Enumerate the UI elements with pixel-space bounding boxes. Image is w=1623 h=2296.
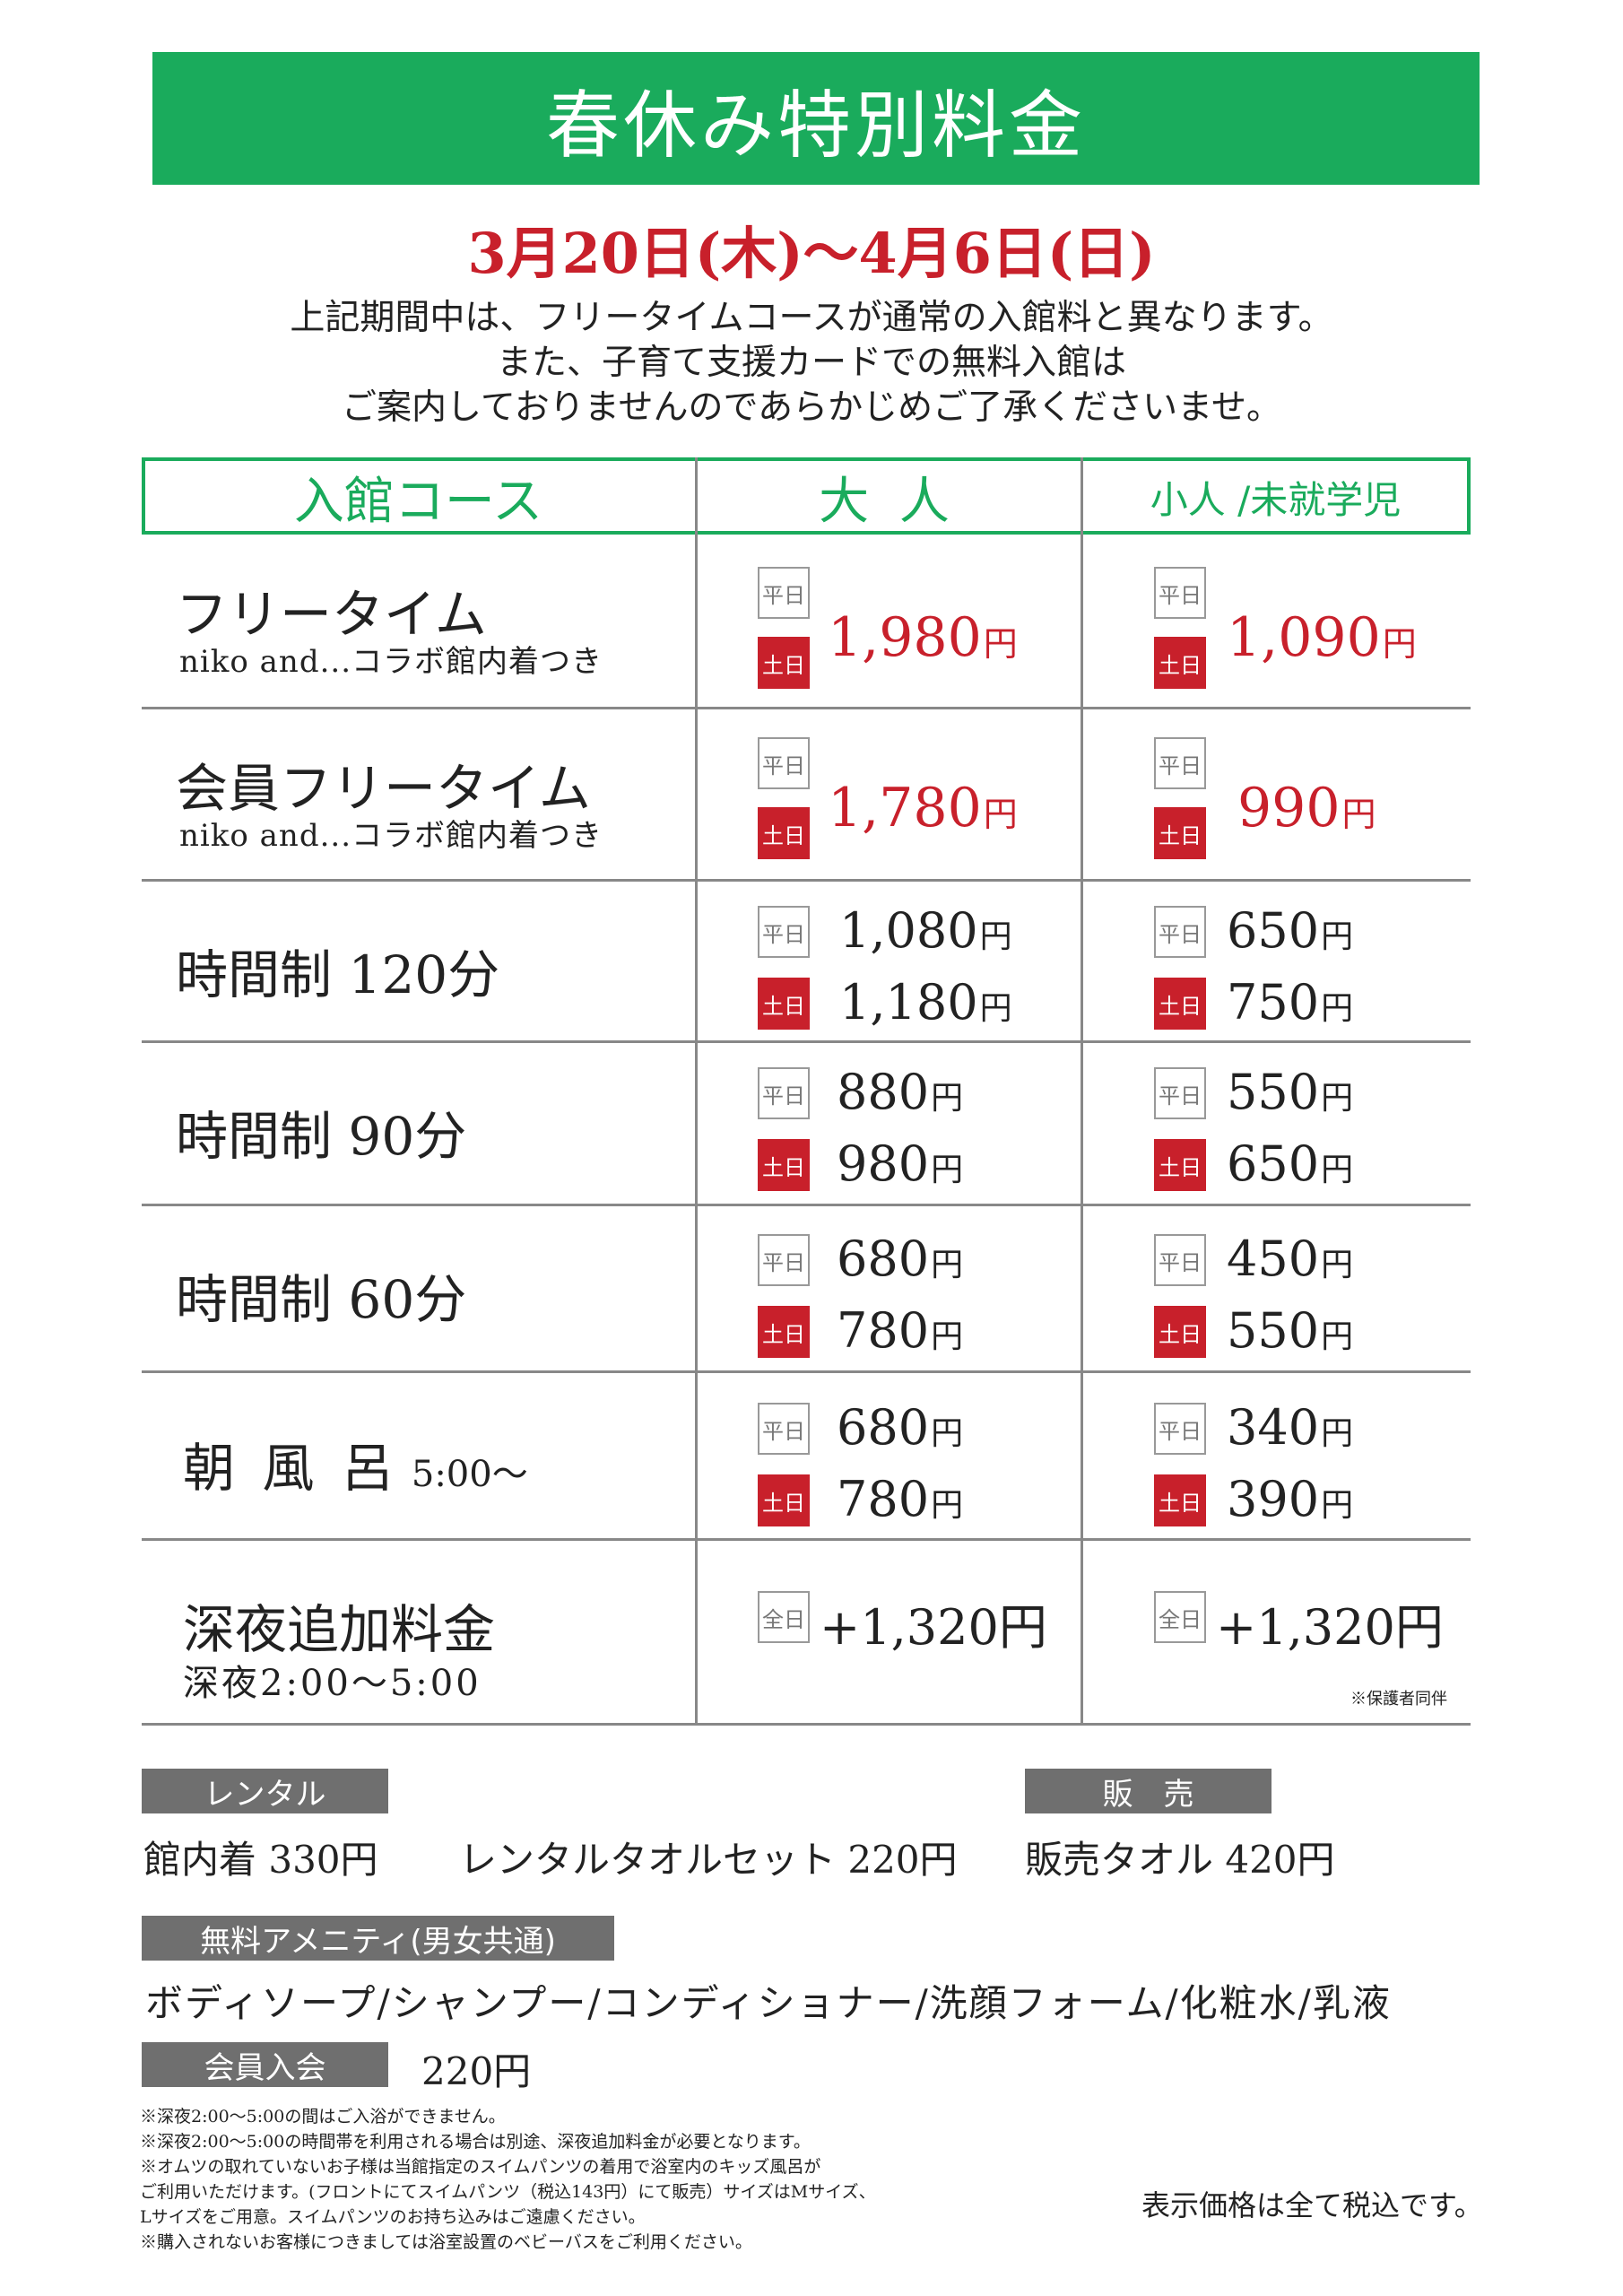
weekend-tag: 土日 [1154,1306,1206,1358]
child-weekday-price: 450円 [1227,1231,1354,1287]
weekend-tag: 土日 [758,637,810,689]
adult-price: 1,780円 [828,777,1018,839]
membership-label: 会員入会 [142,2042,388,2087]
weekday-tag: 平日 [758,737,810,789]
amenity-label: 無料アメニティ(男女共通) [142,1916,614,1961]
weekend-tag: 土日 [758,1139,810,1191]
header-course: 入館コース [293,472,543,531]
weekend-tag: 土日 [1154,807,1206,859]
adult-weekend-price: 1,180円 [839,974,1012,1031]
weekend-tag: 土日 [1154,1474,1206,1526]
all-days-tag: 全日 [1154,1591,1206,1643]
weekday-tag: 平日 [758,1067,810,1119]
footnote: ※購入されないお客様につきましては浴室設置のベビーバスをご利用ください。 [140,2232,752,2252]
course-name: 会員フリータイム [176,758,591,819]
weekend-tag: 土日 [758,807,810,859]
weekday-tag: 平日 [758,1403,810,1455]
child-weekend-price: 390円 [1227,1471,1354,1527]
course-name: 時間制 120分 [176,944,500,1005]
intro-line-3: ご案内しておりませんのであらかじめご了承くださいませ。 [342,387,1281,428]
footnote: ※オムツの取れていないお子様は当館指定のスイムパンツの着用で浴室内のキッズ風呂が [140,2157,821,2177]
weekday-tag: 平日 [758,567,810,619]
footnote: ※深夜2:00～5:00の間はご入浴ができません。 [140,2107,506,2126]
child-weekend-price: 550円 [1227,1302,1354,1359]
course-name: 深夜追加料金 [183,1599,496,1660]
weekday-tag: 平日 [1154,737,1206,789]
weekend-tag: 土日 [758,1306,810,1358]
weekday-tag: 平日 [1154,1403,1206,1455]
course-name: 時間制 90分 [176,1106,467,1167]
course-name: フリータイム [176,584,487,645]
weekday-tag: 平日 [1154,567,1206,619]
course-name: 時間制 60分 [176,1269,467,1330]
sales-item-towel: 販売タオル 420円 [1025,1838,1335,1882]
adult-weekend-price: 780円 [837,1471,964,1527]
row-divider [142,879,1471,882]
child-weekend-price: 750円 [1227,974,1354,1031]
adult-late-night-fee: +1,320円 [820,1599,1047,1656]
header-adult: 大 人 [819,472,957,531]
adult-price: 1,980円 [828,606,1018,669]
weekend-tag: 土日 [758,1474,810,1526]
weekend-tag: 土日 [1154,978,1206,1030]
header-child: 小人 /未就学児 [1150,477,1402,522]
rental-label: レンタル [142,1769,388,1813]
rental-item-towel: レンタルタオルセット 220円 [459,1838,958,1882]
membership-price: 220円 [421,2049,532,2093]
weekday-tag: 平日 [1154,906,1206,958]
row-divider [142,1370,1471,1373]
footnote: ※深夜2:00～5:00の時間帯を利用される場合は別途、深夜追加料金が必要となり… [140,2132,811,2152]
course-name: 朝 風 呂 5:00～ [183,1438,528,1499]
all-days-tag: 全日 [758,1591,810,1643]
amenity-list: ボディソープ/シャンプー/コンディショナー/洗顔フォーム/化粧水/乳液 [145,1981,1392,2025]
weekend-tag: 土日 [1154,1139,1206,1191]
price-table: 入館コース 大 人 小人 /未就学児 フリータイム niko and...コラボ… [142,457,1472,1726]
course-subtitle: 深夜2:00～5:00 [183,1663,482,1704]
child-weekday-price: 550円 [1227,1064,1354,1120]
weekday-tag: 平日 [1154,1234,1206,1286]
column-divider-2 [1081,457,1083,1726]
intro-line-1: 上記期間中は、フリータイムコースが通常の入館料と異なります。 [290,298,1333,338]
child-price: 1,090円 [1227,606,1417,669]
child-weekday-price: 340円 [1227,1399,1354,1456]
adult-weekday-price: 680円 [837,1231,964,1287]
adult-weekday-price: 880円 [837,1064,964,1120]
row-divider [142,707,1471,709]
adult-weekend-price: 980円 [837,1135,964,1192]
weekend-tag: 土日 [1154,637,1206,689]
weekday-tag: 平日 [1154,1067,1206,1119]
child-weekday-price: 650円 [1227,902,1354,959]
weekday-tag: 平日 [758,906,810,958]
row-divider [142,1723,1471,1726]
tax-included-note: 表示価格は全て税込です。 [1141,2188,1483,2222]
adult-weekday-price: 680円 [837,1399,964,1456]
campaign-period: 3月20日(木)～4月6日(日) [467,221,1156,286]
row-divider [142,1204,1471,1206]
adult-weekday-price: 1,080円 [839,902,1012,959]
title-banner: 春休み特別料金 [152,52,1480,185]
weekday-tag: 平日 [758,1234,810,1286]
rental-item-wear: 館内着 330円 [143,1838,378,1882]
footnote: ご利用いただけます。(フロントにてスイムパンツ（税込143円）にて販売）サイズは… [140,2182,876,2202]
course-subtitle: niko and...コラボ館内着つき [179,644,603,680]
course-time: 5:00～ [411,1454,528,1495]
guardian-note: ※保護者同伴 [1350,1690,1447,1709]
row-divider [142,1040,1471,1043]
child-weekend-price: 650円 [1227,1135,1354,1192]
row-divider [142,1538,1471,1541]
child-price: 990円 [1237,777,1376,839]
intro-line-2: また、子育て支援カードでの無料入館は [496,343,1126,383]
footnote: Lサイズをご用意。スイムパンツのお持ち込みはご遠慮ください。 [140,2207,646,2227]
column-divider-1 [695,457,698,1726]
weekend-tag: 土日 [758,978,810,1030]
course-subtitle: niko and...コラボ館内着つき [179,818,603,854]
adult-weekend-price: 780円 [837,1302,964,1359]
child-late-night-fee: +1,320円 [1216,1599,1444,1656]
sales-label: 販 売 [1025,1769,1271,1813]
page-title: 春休み特別料金 [545,83,1086,169]
table-header-frame [142,457,1471,535]
